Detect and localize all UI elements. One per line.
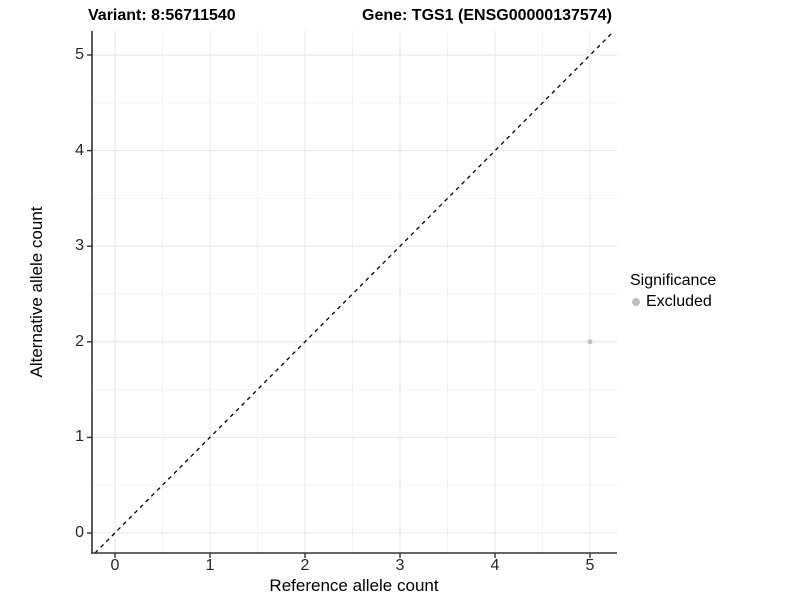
grid-major-lines bbox=[92, 31, 617, 553]
y-axis-title: Alternative allele count bbox=[27, 206, 46, 378]
x-tick-marks bbox=[114, 553, 591, 558]
identity-line bbox=[94, 30, 615, 554]
legend-item-label: Excluded bbox=[646, 293, 712, 310]
x-tick-label: 0 bbox=[110, 557, 120, 574]
grid-minor-lines bbox=[92, 31, 617, 553]
excluded-point-icon bbox=[632, 298, 640, 306]
legend-item-excluded: Excluded bbox=[632, 293, 712, 311]
x-axis-title: Reference allele count bbox=[269, 576, 439, 595]
x-tick-label: 3 bbox=[395, 557, 405, 574]
y-tick-marks bbox=[87, 54, 92, 534]
variant-title: Variant: 8:56711540 bbox=[88, 7, 236, 24]
y-tick-label: 0 bbox=[75, 524, 84, 541]
y-tick-label: 5 bbox=[75, 46, 84, 63]
y-tick-label: 2 bbox=[75, 333, 84, 350]
legend-title: Significance bbox=[630, 272, 717, 289]
x-tick-label: 4 bbox=[490, 557, 500, 574]
data-point bbox=[587, 339, 593, 345]
y-tick-label: 1 bbox=[75, 428, 84, 445]
x-tick-label: 1 bbox=[205, 557, 215, 574]
y-tick-label: 4 bbox=[75, 142, 84, 159]
x-tick-label: 2 bbox=[300, 557, 310, 574]
x-tick-label: 5 bbox=[585, 557, 595, 574]
gene-title: Gene: TGS1 (ENSG00000137574) bbox=[362, 7, 612, 24]
y-tick-label: 3 bbox=[75, 237, 84, 254]
